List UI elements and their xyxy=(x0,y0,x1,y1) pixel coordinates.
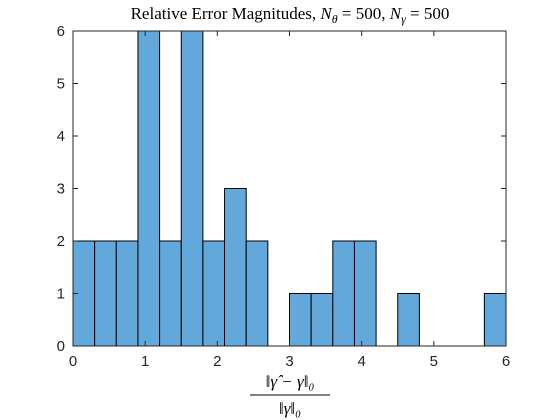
title-n-gamma-symbol: N xyxy=(389,4,403,23)
title-n-gamma-value: = 500 xyxy=(406,4,450,23)
histogram-bar xyxy=(115,240,139,347)
histogram-bar xyxy=(202,240,226,347)
x-tick-label: 0 xyxy=(69,353,77,370)
histogram-bar xyxy=(289,293,312,347)
x-tick-label: 6 xyxy=(502,353,510,370)
x-label-denominator: ‖γ‖₀ xyxy=(279,399,301,418)
title-separator: , xyxy=(381,4,390,23)
histogram-bar xyxy=(159,240,182,347)
title-n-theta-subscript: θ xyxy=(332,12,338,26)
x-tick-label: 3 xyxy=(285,353,293,370)
histogram-bar xyxy=(397,293,420,347)
x-tick-label: 4 xyxy=(357,353,365,370)
histogram-bar xyxy=(94,240,117,347)
histogram-bar xyxy=(310,293,334,347)
y-tick-label: 6 xyxy=(57,23,65,40)
title-n-theta-symbol: N xyxy=(319,4,333,23)
axis-ticks: 0 1 2 3 4 5 6 0 1 2 3 4 5 6 xyxy=(57,23,511,370)
x-axis-label: ‖γ̂ − γ‖₀ ‖γ‖₀ xyxy=(250,372,330,418)
x-tick-label: 1 xyxy=(141,353,149,370)
y-tick-label: 3 xyxy=(57,181,65,198)
histogram-bar xyxy=(137,30,161,347)
y-tick-label: 5 xyxy=(57,76,65,93)
y-tick-label: 1 xyxy=(57,286,65,303)
title-n-theta-value: = 500 xyxy=(338,4,382,23)
histogram-bar xyxy=(353,240,377,347)
histogram-bar xyxy=(180,30,204,347)
y-tick-label: 4 xyxy=(57,128,65,145)
title-prefix: Relative Error Magnitudes, xyxy=(131,4,321,23)
chart-title: Relative Error Magnitudes, Nθ = 500, Nγ … xyxy=(131,4,450,26)
histogram-bar xyxy=(245,240,269,347)
histogram-bar xyxy=(224,188,247,347)
y-tick-label: 0 xyxy=(57,338,65,355)
y-tick-label: 2 xyxy=(57,233,65,250)
histogram-bar xyxy=(332,240,355,347)
x-label-numerator: ‖γ̂ − γ‖₀ xyxy=(266,372,315,391)
histogram-bar xyxy=(483,293,507,347)
x-tick-label: 5 xyxy=(430,353,438,370)
histogram-bars xyxy=(72,30,507,347)
title-n-gamma-subscript: γ xyxy=(401,12,406,26)
x-tick-label: 2 xyxy=(213,353,221,370)
